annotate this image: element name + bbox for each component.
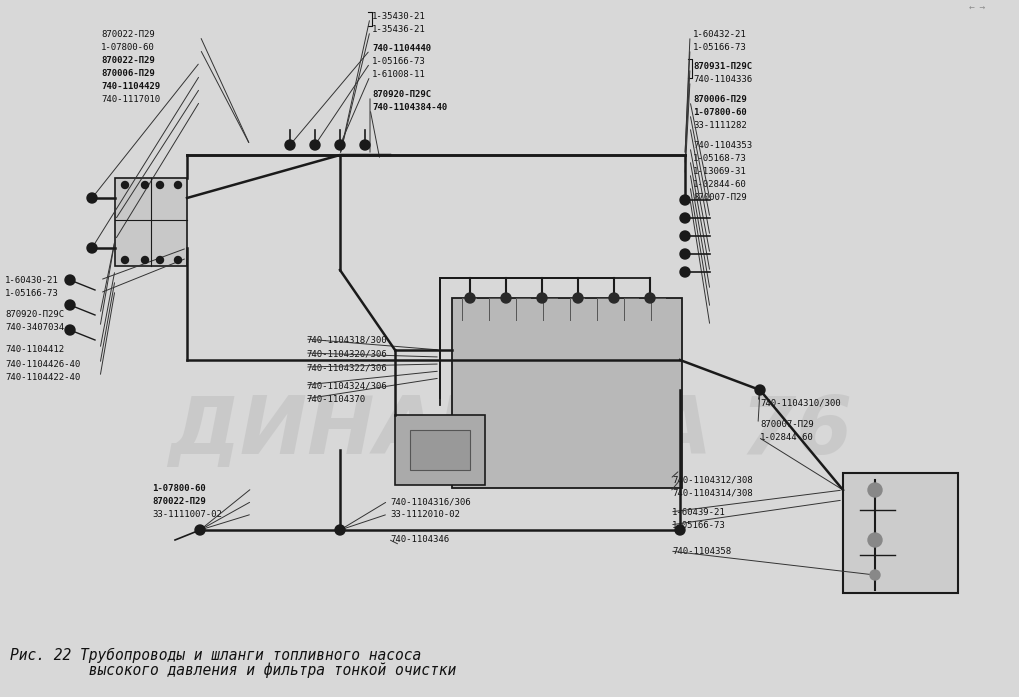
Text: 740-1104440: 740-1104440	[372, 44, 431, 53]
Text: 1-07800-60: 1-07800-60	[692, 108, 746, 117]
Bar	[451, 298, 682, 488]
Text: 740-1117010: 740-1117010	[101, 95, 160, 104]
Circle shape	[573, 293, 583, 303]
Text: 870006-П29: 870006-П29	[692, 95, 746, 104]
Text: 1-02844-60: 1-02844-60	[759, 433, 813, 442]
Circle shape	[675, 525, 685, 535]
Text: 740-1104322/306: 740-1104322/306	[306, 363, 386, 372]
Text: 870022-П29: 870022-П29	[101, 56, 155, 65]
Circle shape	[754, 385, 764, 395]
Text: 1-60432-21: 1-60432-21	[692, 30, 746, 39]
Text: 740-1104310/300: 740-1104310/300	[759, 398, 840, 407]
Text: 870022-П29: 870022-П29	[101, 30, 155, 39]
Bar	[410, 430, 470, 470]
Text: 740-1104320/306: 740-1104320/306	[306, 349, 386, 358]
Circle shape	[142, 256, 149, 263]
Text: 740-1104324/306: 740-1104324/306	[306, 381, 386, 390]
Circle shape	[334, 140, 344, 150]
Circle shape	[174, 256, 181, 263]
Circle shape	[65, 275, 75, 285]
Text: 1-07800-60: 1-07800-60	[152, 484, 206, 493]
Text: 1-07800-60: 1-07800-60	[101, 43, 155, 52]
Circle shape	[644, 293, 654, 303]
Text: 740-1104412: 740-1104412	[5, 345, 64, 354]
Text: 1-60439-21: 1-60439-21	[672, 508, 726, 517]
Circle shape	[608, 293, 619, 303]
Text: 740-3407034: 740-3407034	[5, 323, 64, 332]
Text: 1-61008-11: 1-61008-11	[372, 70, 425, 79]
Text: 1-05166-73: 1-05166-73	[692, 43, 746, 52]
Circle shape	[310, 140, 320, 150]
Text: 740-1104384-40: 740-1104384-40	[372, 103, 446, 112]
Text: 870007-П29: 870007-П29	[692, 193, 746, 202]
Circle shape	[87, 243, 97, 253]
Circle shape	[142, 181, 149, 188]
Text: 870007-П29: 870007-П29	[759, 420, 813, 429]
Text: 740-1104426-40: 740-1104426-40	[5, 360, 81, 369]
Text: 740-1104353: 740-1104353	[692, 141, 751, 150]
Text: ←  →: ← →	[968, 5, 984, 11]
Circle shape	[65, 300, 75, 310]
Circle shape	[65, 325, 75, 335]
Circle shape	[680, 267, 689, 277]
Circle shape	[867, 533, 881, 547]
Circle shape	[334, 525, 344, 535]
Text: 870006-П29: 870006-П29	[101, 69, 155, 78]
Text: 870920-П29С: 870920-П29С	[5, 310, 64, 319]
Circle shape	[680, 195, 689, 205]
Circle shape	[121, 256, 128, 263]
Text: 740-1104429: 740-1104429	[101, 82, 160, 91]
Circle shape	[87, 193, 97, 203]
Text: 1-13069-31: 1-13069-31	[692, 167, 746, 176]
Circle shape	[121, 181, 128, 188]
Text: 740-1104358: 740-1104358	[672, 547, 731, 556]
Circle shape	[360, 140, 370, 150]
Text: 33-1111007-02: 33-1111007-02	[152, 510, 222, 519]
Bar	[842, 473, 957, 593]
Text: 740-1104312/308: 740-1104312/308	[672, 475, 752, 484]
Text: 1-02844-60: 1-02844-60	[692, 180, 746, 189]
Text: 740-1104314/308: 740-1104314/308	[672, 488, 752, 497]
Text: 870931-П29С: 870931-П29С	[692, 62, 751, 71]
Text: 740-1104346: 740-1104346	[389, 535, 448, 544]
Text: 740-1104318/300: 740-1104318/300	[306, 335, 386, 344]
Text: 870022-П29: 870022-П29	[152, 497, 206, 506]
Text: 740-1104422-40: 740-1104422-40	[5, 373, 81, 382]
Circle shape	[680, 249, 689, 259]
Text: высокого давления и фильтра тонкой очистки: высокого давления и фильтра тонкой очист…	[10, 663, 455, 678]
Bar	[394, 415, 484, 485]
Text: 33-1112010-02: 33-1112010-02	[389, 510, 460, 519]
Circle shape	[156, 181, 163, 188]
Circle shape	[156, 256, 163, 263]
Bar	[115, 178, 186, 266]
Circle shape	[680, 231, 689, 241]
Text: 33-1111282: 33-1111282	[692, 121, 746, 130]
Text: 1-35430-21: 1-35430-21	[372, 12, 425, 21]
Text: 740-1104316/306: 740-1104316/306	[389, 497, 470, 506]
Circle shape	[465, 293, 475, 303]
Text: 870920-П29С: 870920-П29С	[372, 90, 431, 99]
Text: 740-1104370: 740-1104370	[306, 395, 365, 404]
Text: ДИНАМИКА 76: ДИНАМИКА 76	[168, 393, 851, 471]
Circle shape	[869, 570, 879, 580]
Circle shape	[536, 293, 546, 303]
Text: 1-05166-73: 1-05166-73	[672, 521, 726, 530]
Circle shape	[867, 483, 881, 497]
Text: 740-1104336: 740-1104336	[692, 75, 751, 84]
Circle shape	[680, 213, 689, 223]
Circle shape	[174, 181, 181, 188]
Text: 1-35436-21: 1-35436-21	[372, 25, 425, 34]
Text: 1-05166-73: 1-05166-73	[5, 289, 59, 298]
Text: Рис. 22 Трубопроводы и шланги топливного насоса: Рис. 22 Трубопроводы и шланги топливного…	[10, 648, 421, 663]
Text: 1-05166-73: 1-05166-73	[372, 57, 425, 66]
Circle shape	[500, 293, 511, 303]
Text: 1-05168-73: 1-05168-73	[692, 154, 746, 163]
Circle shape	[195, 525, 205, 535]
Text: 1-60430-21: 1-60430-21	[5, 276, 59, 285]
Circle shape	[284, 140, 294, 150]
